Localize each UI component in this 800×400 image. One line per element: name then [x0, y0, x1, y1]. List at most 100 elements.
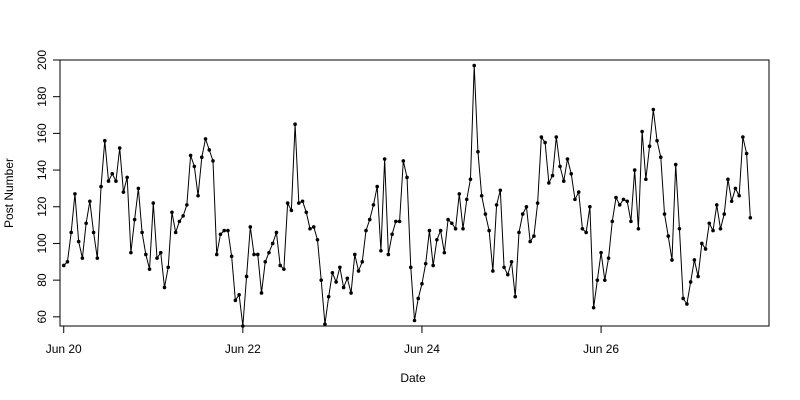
data-point [125, 175, 129, 180]
data-point [106, 179, 111, 183]
data-point [748, 215, 753, 220]
data-point [319, 278, 324, 282]
data-point [655, 138, 659, 143]
data-point [408, 265, 413, 270]
data-point [603, 278, 607, 282]
data-point [520, 212, 525, 216]
data-point [644, 177, 648, 182]
data-point [345, 276, 350, 281]
data-point [464, 197, 469, 202]
data-point [547, 181, 551, 185]
data-point [744, 151, 749, 156]
data-point [144, 252, 148, 257]
data-point [274, 230, 279, 235]
data-point [494, 203, 499, 207]
data-point [244, 274, 249, 279]
y-tick-label: 180 [35, 86, 49, 106]
data-point [677, 226, 682, 231]
data-point [595, 278, 600, 282]
data-point [121, 190, 126, 194]
data-point [543, 140, 547, 145]
data-point [632, 168, 637, 172]
data-point [311, 225, 316, 229]
data-point [140, 230, 144, 235]
data-point [685, 302, 689, 306]
data-point [170, 210, 174, 215]
data-point [188, 153, 193, 158]
data-point [427, 228, 432, 233]
data-point [476, 149, 480, 154]
data-point [673, 162, 678, 167]
data-point [394, 219, 398, 224]
data-point [435, 237, 439, 242]
data-point [569, 171, 574, 176]
data-point [200, 155, 204, 160]
data-point [185, 203, 189, 207]
data-point [147, 267, 152, 271]
data-point [211, 159, 215, 163]
data-points [61, 63, 753, 328]
series-line [63, 65, 751, 327]
data-point [158, 250, 163, 255]
data-point [658, 155, 663, 160]
data-point [573, 197, 577, 202]
data-point [129, 250, 133, 255]
data-point [338, 265, 342, 270]
data-point [491, 269, 495, 273]
data-point [446, 217, 450, 222]
data-point [360, 259, 365, 264]
data-point [375, 184, 379, 189]
data-point [741, 135, 745, 139]
data-point [218, 232, 223, 237]
data-point [614, 195, 618, 200]
data-point [352, 252, 357, 257]
y-tick-label: 60 [35, 310, 49, 324]
data-point [666, 234, 671, 238]
data-point [532, 234, 536, 238]
data-point [308, 226, 312, 231]
data-point [341, 285, 346, 290]
data-point [584, 230, 588, 235]
data-point [300, 199, 305, 204]
data-point [505, 272, 510, 277]
data-point [729, 199, 734, 204]
y-axis-title: Post Number [2, 158, 16, 228]
data-point [259, 291, 264, 295]
data-point [733, 186, 738, 191]
data-point [416, 296, 421, 301]
data-point [617, 203, 622, 207]
data-point [192, 164, 197, 169]
x-tick-label: Jun 20 [46, 342, 82, 356]
y-tick-label: 120 [35, 196, 49, 216]
data-point [651, 107, 656, 112]
data-point [285, 201, 290, 205]
data-point [379, 248, 383, 253]
data-point [550, 173, 555, 178]
data-point [737, 193, 741, 198]
data-point [102, 138, 107, 143]
data-point [438, 228, 443, 233]
data-point [681, 296, 685, 301]
x-axis-title: Date [400, 371, 426, 385]
data-point [670, 258, 674, 262]
data-point [700, 241, 704, 246]
data-point [524, 204, 529, 209]
data-point [241, 324, 245, 328]
data-point [237, 293, 241, 297]
data-point [390, 232, 394, 237]
data-point [173, 230, 178, 235]
data-point [625, 199, 629, 204]
data-point [356, 269, 361, 273]
data-point [610, 219, 615, 224]
data-point [483, 212, 488, 216]
data-point [95, 256, 100, 260]
data-point [293, 122, 297, 127]
data-point [647, 144, 652, 149]
data-point [252, 252, 256, 257]
data-point [401, 159, 406, 163]
x-tick-label: Jun 24 [404, 342, 440, 356]
data-point [412, 318, 417, 323]
data-point [61, 263, 66, 268]
data-point [599, 250, 603, 255]
data-point [196, 193, 200, 198]
